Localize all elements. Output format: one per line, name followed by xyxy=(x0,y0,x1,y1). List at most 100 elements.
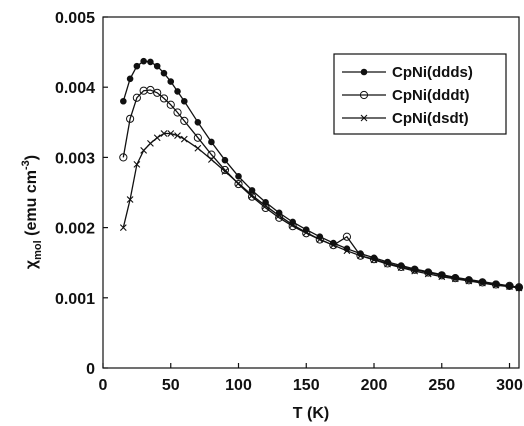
data-point xyxy=(208,138,215,146)
legend-marker xyxy=(360,68,368,76)
data-point xyxy=(207,150,216,159)
data-point xyxy=(153,88,162,97)
data-point xyxy=(153,62,161,70)
cross-stroke xyxy=(506,283,513,290)
data-point xyxy=(384,260,391,268)
data-point xyxy=(302,229,310,236)
cross-stroke xyxy=(194,144,202,152)
y-tick-label: 0.001 xyxy=(55,291,95,308)
y-axis-close: ) xyxy=(23,155,40,160)
y-tick-label: 0.002 xyxy=(55,221,95,238)
legend-label: CpNi(dsdt) xyxy=(392,110,469,127)
legend-item: CpNi(dsdt) xyxy=(342,110,469,127)
data-point xyxy=(194,144,202,152)
y-axis-text: (emu cm xyxy=(23,170,40,240)
cross-stroke xyxy=(411,267,419,275)
x-tick-label: 150 xyxy=(293,377,320,394)
cross-stroke xyxy=(302,229,310,236)
data-point xyxy=(180,135,188,143)
cross-stroke xyxy=(221,168,229,175)
data-point xyxy=(356,251,365,260)
series-line xyxy=(122,89,520,288)
cross-stroke xyxy=(397,264,405,272)
legend: CpNi(ddds) CpNi(dddt) CpNi(dsdt) xyxy=(333,53,507,135)
cross-stroke xyxy=(357,252,364,260)
cross-stroke xyxy=(438,273,446,281)
data-point xyxy=(411,267,419,275)
cross-stroke xyxy=(160,130,168,137)
y-tick-label: 0.003 xyxy=(55,150,95,167)
cross-stroke xyxy=(451,275,459,283)
x-axis-label: T (K) xyxy=(293,405,329,422)
legend-marker xyxy=(360,114,368,122)
cross-stroke xyxy=(235,179,242,187)
data-point xyxy=(160,69,168,77)
data-point xyxy=(357,252,364,260)
data-point xyxy=(438,273,446,281)
cross-stroke xyxy=(275,212,283,220)
cross-stroke xyxy=(208,156,215,163)
cross-stroke xyxy=(316,236,324,243)
y-axis-label: χmol (emu cm-3) xyxy=(20,155,44,269)
data-point xyxy=(235,173,242,180)
cross-stroke xyxy=(343,247,351,255)
cross-stroke xyxy=(370,256,378,264)
legend-label: CpNi(dddt) xyxy=(392,87,469,104)
cross-stroke xyxy=(289,221,297,229)
cross-stroke xyxy=(248,191,256,199)
cross-stroke xyxy=(167,130,175,137)
y-tick-label: 0.005 xyxy=(55,10,95,27)
data-point xyxy=(342,232,352,241)
legend-item: CpNi(dddt) xyxy=(342,87,469,104)
data-point xyxy=(220,165,230,175)
cross-stroke xyxy=(140,146,148,154)
data-point xyxy=(140,146,148,154)
legend-box xyxy=(333,53,507,135)
data-point xyxy=(166,100,175,109)
data-point xyxy=(235,179,242,187)
cross-stroke xyxy=(465,277,473,285)
data-point xyxy=(370,256,378,264)
legend-marker xyxy=(359,90,369,100)
data-point xyxy=(146,85,155,95)
cross-stroke xyxy=(119,224,127,231)
cross-stroke xyxy=(492,281,500,289)
data-point xyxy=(208,156,215,163)
data-point xyxy=(132,93,141,102)
data-point xyxy=(492,281,500,289)
x-tick-label: 100 xyxy=(225,377,252,394)
data-point xyxy=(479,279,486,287)
x-tick-label: 200 xyxy=(361,377,388,394)
cross-stroke xyxy=(133,161,141,168)
data-point xyxy=(160,130,168,137)
cross-stroke xyxy=(384,260,391,268)
cross-stroke xyxy=(329,241,337,249)
cross-stroke xyxy=(147,139,154,147)
data-point xyxy=(289,221,297,229)
x-tick-label: 250 xyxy=(428,377,455,394)
cross-stroke xyxy=(515,284,523,292)
data-point xyxy=(275,212,283,220)
data-point xyxy=(120,97,127,105)
plot-frame xyxy=(102,16,520,369)
data-point xyxy=(316,236,324,243)
data-point xyxy=(248,191,256,199)
data-point xyxy=(194,119,202,126)
y-tick-label: 0.004 xyxy=(55,80,95,97)
cross-stroke xyxy=(479,279,486,287)
data-point xyxy=(515,284,523,292)
data-point xyxy=(140,57,147,65)
cross-stroke xyxy=(126,196,134,203)
y-axis-subscript: mol xyxy=(32,240,44,260)
data-point xyxy=(126,75,134,83)
cross-stroke xyxy=(153,134,161,142)
series-layer xyxy=(119,57,524,292)
data-point xyxy=(343,247,351,255)
data-point xyxy=(119,224,127,231)
legend-item: CpNi(ddds) xyxy=(342,64,473,81)
data-point xyxy=(147,58,154,66)
x-tick-label: 50 xyxy=(162,377,180,394)
data-point xyxy=(126,196,134,203)
data-point xyxy=(247,192,257,201)
